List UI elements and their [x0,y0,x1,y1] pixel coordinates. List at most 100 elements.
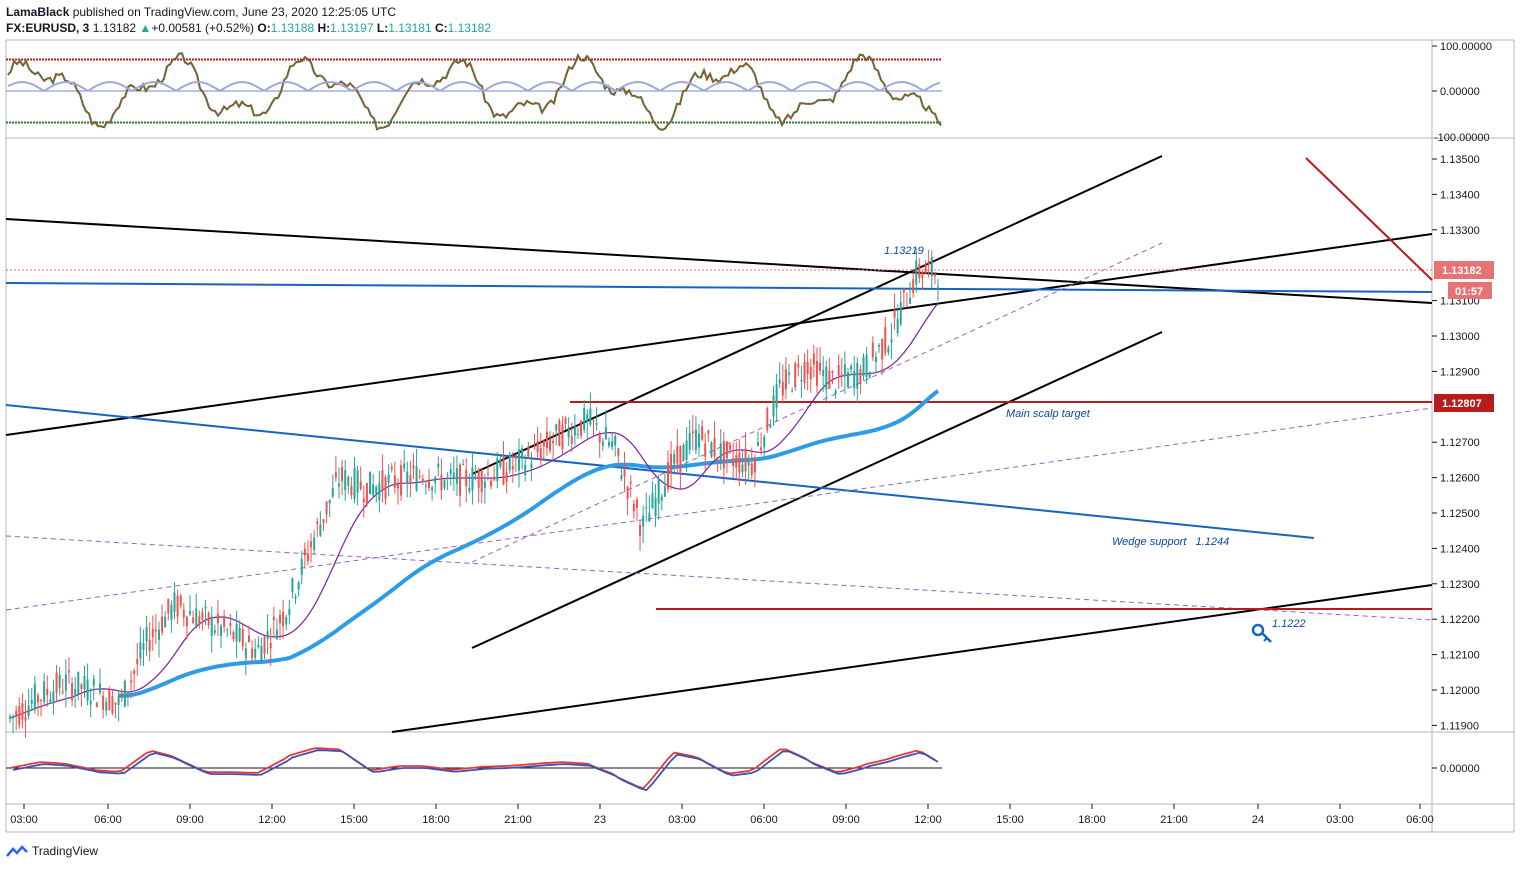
candle [92,674,95,701]
candle [654,484,657,528]
time-tick-label: 15:00 [996,814,1024,826]
descending-resistance-line[interactable] [5,218,1433,304]
candle [189,595,192,617]
candle [856,357,859,403]
candle [645,492,648,522]
candle [216,599,219,636]
horizontal-blue-line[interactable] [5,282,1433,293]
time-tick-label: 21:00 [1160,814,1188,826]
candle [403,449,406,473]
footer: TradingView [6,844,98,858]
candle [819,347,822,376]
candle [443,479,446,490]
candle [921,270,924,290]
candle [918,258,921,284]
bottom-osc-red-line [9,747,936,790]
candle [623,451,626,493]
candle [130,670,133,699]
candle [173,582,176,619]
candle [421,474,424,486]
candle [43,673,46,707]
candle [446,472,449,491]
channel-lower-line[interactable] [471,331,1163,649]
candle [67,657,70,684]
candle [223,609,226,633]
candle [611,432,614,451]
candle [406,461,409,498]
candle [691,415,694,451]
candle [185,615,188,640]
osc-signal-red [7,52,942,131]
candle [328,499,331,518]
candle [592,419,595,438]
candle [306,540,309,566]
candle [89,688,92,718]
candle [247,625,250,643]
candle [881,338,884,375]
candle [232,630,235,642]
candle [735,441,738,480]
candle [924,260,927,274]
candle [595,407,598,431]
candle [297,580,300,597]
candle [275,618,278,640]
dashed-line-1[interactable] [5,535,1433,621]
candle [710,440,713,458]
candle [229,613,232,636]
price-tick-label: 1.13500 [1440,154,1480,166]
candle [614,434,617,457]
candle [322,519,325,531]
candle [521,444,524,470]
candle [604,409,607,440]
candle [676,428,679,474]
price-axis[interactable]: 1.135001.134001.133001.131001.130001.129… [1432,154,1480,732]
candle [902,288,905,307]
red-diagonal-line[interactable] [1305,157,1433,281]
candle [859,364,862,395]
candle [12,714,15,734]
candle [719,429,722,471]
time-axis[interactable]: 03:00 06:00 09:00 12:00 15:00 18:00 21:00 23 03:… [10,804,1434,826]
long-support-line[interactable] [391,584,1433,733]
candle [359,466,362,491]
candle [508,451,511,474]
candle [282,599,285,639]
candle [536,426,539,460]
candle [806,349,809,391]
author-name[interactable]: LamaBlack [6,5,70,19]
candle [179,593,182,609]
top-osc-tick-zero: 0.00000 [1440,86,1480,98]
footer-brand[interactable]: TradingView [32,844,99,858]
candle [424,480,427,495]
candle [18,697,21,729]
wedge-upper-line[interactable] [5,233,1433,436]
candle [716,457,719,473]
symbol-label[interactable]: FX:EURUSD, 3 [6,21,90,35]
wedge-support-line[interactable] [5,404,1315,539]
candle [527,441,530,460]
price-tick-label: 1.12500 [1440,508,1480,520]
key-level-label: 1.1222 [1272,618,1306,630]
last-price-tag-text: 1.13182 [1442,265,1482,277]
candle [651,481,654,510]
candle [524,454,527,482]
candle [573,414,576,446]
candle [272,606,275,637]
candle [220,623,223,649]
candle [465,458,468,503]
candle [682,443,685,462]
candle [375,485,378,503]
price-tick-label: 1.13300 [1440,225,1480,237]
pane-frames [5,39,1515,833]
candle [49,691,52,704]
dashed-line-2[interactable] [5,407,1433,611]
candle [33,675,36,714]
candle [210,606,213,653]
trendline-drawings [5,155,1433,733]
candle [775,373,778,422]
candle [437,456,440,477]
candle [396,478,399,505]
candle [449,462,452,486]
candle [164,611,167,628]
